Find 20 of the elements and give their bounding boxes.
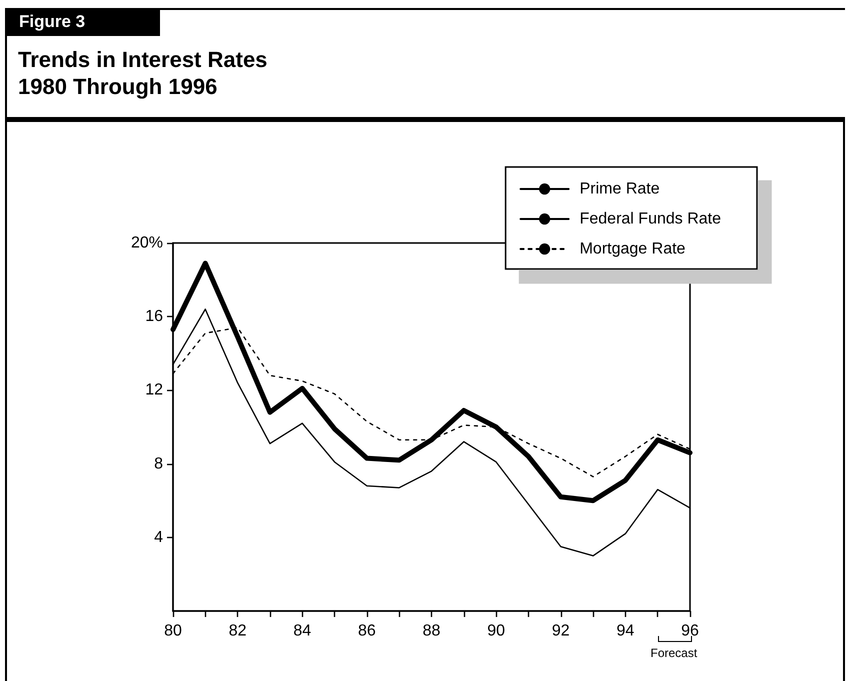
x-tick-label: 84 xyxy=(293,622,312,640)
text: Forecast xyxy=(650,646,698,660)
y-tick-label: 20% xyxy=(130,234,163,252)
y-tick-label: 16 xyxy=(145,308,164,326)
legend-label: Federal Funds Rate xyxy=(580,210,722,228)
y-tick-label: 8 xyxy=(154,455,164,472)
legend-label: Prime Rate xyxy=(580,180,660,198)
x-tick-label: 90 xyxy=(487,622,506,640)
y-tick-label: 4 xyxy=(154,528,164,546)
x-tick-label: 92 xyxy=(552,622,570,640)
chart-subtitle: Figure 3 xyxy=(5,8,160,36)
x-tick-label: 86 xyxy=(358,622,376,640)
y-tick-label: 12 xyxy=(145,382,164,399)
x-tick-label: 88 xyxy=(422,622,440,640)
x-tick-label: 96 xyxy=(681,622,699,640)
x-tick-label: 82 xyxy=(228,622,247,640)
chart-title: Trends in Interest Rates 1980 Through 1996 xyxy=(18,46,268,100)
x-tick-label: 80 xyxy=(164,622,182,640)
legend-label: Mortgage Rate xyxy=(580,240,686,258)
x-tick-label: 94 xyxy=(616,622,634,640)
